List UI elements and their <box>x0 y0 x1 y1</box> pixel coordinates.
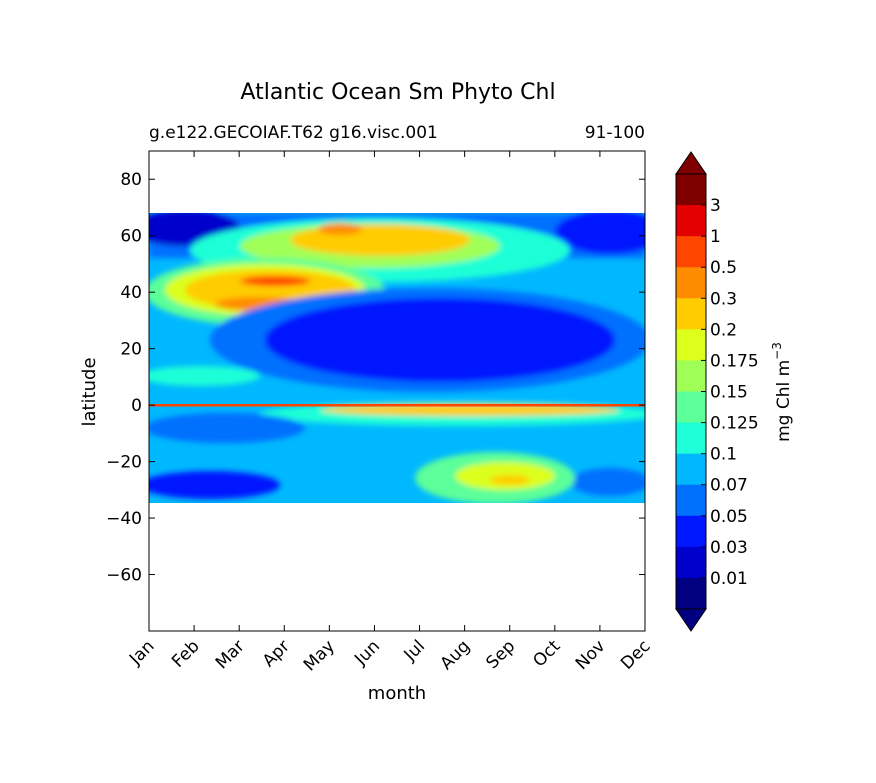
heatmap-field <box>149 213 645 503</box>
colorbar-tick-label: 0.03 <box>710 538 748 558</box>
colorbar-tick-label: 0.1 <box>710 445 737 465</box>
x-tick-label: Oct <box>529 636 564 671</box>
colorbar-swatch <box>676 422 706 455</box>
field-equator-line <box>149 404 645 407</box>
colorbar-tick-label: 1 <box>710 227 721 247</box>
colorbar-tick-label: 0.01 <box>710 569 748 589</box>
colorbar-label-text: mg Chl m <box>774 360 794 442</box>
colorbar-tick-label: 0.175 <box>710 351 759 371</box>
y-tick-label: 40 <box>120 283 142 303</box>
colorbar-swatch <box>676 391 706 424</box>
x-tick-label: Feb <box>168 636 203 671</box>
colorbar-swatch <box>676 267 706 299</box>
x-tick-label: Mar <box>212 636 249 673</box>
y-tick-label: −40 <box>106 509 142 529</box>
chart-title: Atlantic Ocean Sm Phyto Chl <box>240 80 555 105</box>
colorbar-swatch <box>676 298 706 330</box>
field-north-east-low <box>555 213 645 254</box>
chart-subtitle-left: g.e122.GECOIAF.T62 g16.visc.001 <box>149 123 438 143</box>
x-tick-label: May <box>300 636 339 675</box>
plot-frame <box>148 150 646 632</box>
colorbar-tick-label: 0.5 <box>710 258 737 278</box>
colorbar-tick-label: 3 <box>710 196 721 216</box>
field-midlat-peak-b <box>240 276 310 286</box>
colorbar-tick-label: 0.15 <box>710 383 748 403</box>
colorbar-swatch <box>676 236 706 268</box>
y-tick-label: 0 <box>131 396 142 416</box>
colorbar-swatch <box>676 546 706 579</box>
colorbar-extend-top <box>675 151 707 175</box>
colorbar-swatch <box>676 453 706 486</box>
plot-area <box>148 150 646 632</box>
y-axis: 80 60 40 20 0 −20 −40 −60 <box>106 170 645 586</box>
field-south-low-a <box>149 413 305 443</box>
colorbar-tick-label: 0.07 <box>710 476 748 496</box>
colorbar-swatch <box>676 577 706 610</box>
colorbar-label: mg Chl m−3 <box>770 342 794 442</box>
x-tick-label: Dec <box>617 636 654 673</box>
x-tick-label: Nov <box>572 636 610 674</box>
colorbar-swatch <box>676 174 706 206</box>
x-tick-label: Jan <box>125 636 158 669</box>
y-tick-label: 80 <box>120 170 142 190</box>
field-gyre-inner <box>265 298 615 382</box>
y-tick-label: −20 <box>106 453 142 473</box>
field-south-bloom-peak <box>490 475 530 485</box>
colorbar-extend-bottom <box>675 608 707 632</box>
y-tick-label: 20 <box>120 340 142 360</box>
field-equator-inner <box>320 404 620 416</box>
x-axis-label: month <box>368 683 426 704</box>
colorbar-tick-label: 0.125 <box>710 414 759 434</box>
colorbar-swatch <box>676 205 706 237</box>
colorbar-tick-label: 0.05 <box>710 507 748 527</box>
x-tick-label: Aug <box>437 636 475 674</box>
colorbar-swatch <box>676 329 706 361</box>
x-tick-label: Apr <box>259 636 294 671</box>
colorbar-swatch <box>676 360 706 392</box>
chart-subtitle-right: 91-100 <box>585 123 645 143</box>
field-bloom-peak <box>318 223 362 235</box>
colorbar-label-exponent: −3 <box>770 342 784 360</box>
colorbar: 0.01 0.03 0.05 0.07 0.1 0.125 0.15 0.175 0.2 0.3 0… <box>675 151 759 632</box>
x-tick-label: Jun <box>350 636 384 670</box>
colorbar-swatch <box>676 484 706 517</box>
colorbar-tick-label: 0.3 <box>710 289 737 309</box>
x-tick-label: Sep <box>482 636 519 673</box>
field-tropic-west <box>149 366 260 386</box>
x-tick-label: Jul <box>400 636 429 665</box>
y-axis-label: latitude <box>79 357 100 426</box>
colorbar-tick-label: 0.2 <box>710 320 737 340</box>
y-tick-label: −60 <box>106 566 142 586</box>
field-south-east-low <box>570 468 645 496</box>
colorbar-swatch <box>676 515 706 548</box>
field-bloom-inner <box>290 224 470 256</box>
field-south-low-b <box>149 471 280 499</box>
y-tick-label: 60 <box>120 227 142 247</box>
